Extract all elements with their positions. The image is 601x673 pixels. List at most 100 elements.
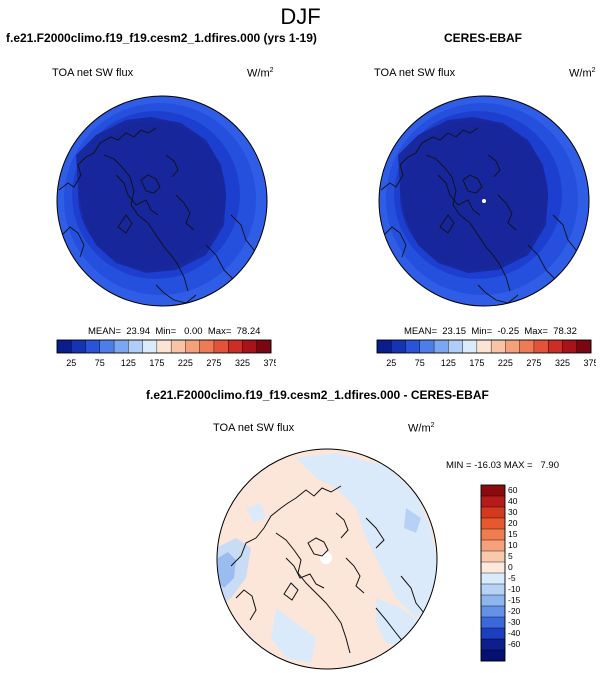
panel-2-units: W/m2 [569, 67, 596, 80]
colorbar-cell [185, 339, 201, 354]
colorbar-tick-label: 125 [441, 358, 456, 368]
panel-3-units: W/m2 [408, 422, 435, 435]
missing-data-pole [482, 199, 486, 203]
colorbar-cell [199, 339, 215, 354]
figure-title: DJF [280, 4, 321, 29]
colorbar-frame [56, 339, 272, 354]
colorbar-cell [547, 339, 563, 354]
colorbar-cell [242, 339, 258, 354]
colorbar-cell [476, 339, 492, 354]
colorbar-tick-label: 20 [508, 518, 518, 528]
colorbar-cell [480, 638, 506, 651]
colorbar-cell [71, 339, 87, 354]
colorbar-tick-label: 0 [508, 562, 513, 572]
colorbar-cell [480, 495, 506, 508]
colorbar-cell [128, 339, 144, 354]
colorbar-tick-label: 40 [508, 496, 518, 506]
colorbar-tick-label: 275 [206, 358, 221, 368]
colorbar-cell [480, 649, 506, 662]
colorbar-cell [142, 339, 158, 354]
colorbar-cell [480, 484, 506, 497]
panel-1-title: f.e21.F2000climo.f19_f19.cesm2_1.dfires.… [6, 31, 317, 45]
colorbar-tick-label: 5 [508, 551, 513, 561]
panel-1-variable: TOA net SW flux [52, 67, 134, 79]
colorbar-tick-label: 125 [121, 358, 136, 368]
colorbar-cell [462, 339, 478, 354]
map-fill-negative-area [296, 453, 437, 618]
colorbar-tick-label: 75 [95, 358, 105, 368]
panel-1-stats: MEAN= 23.94 Min= 0.00 Max= 78.24 [88, 326, 261, 337]
colorbar-tick-label: 175 [469, 358, 484, 368]
colorbar-tick-label: 25 [66, 358, 76, 368]
colorbar-cell [156, 339, 172, 354]
colorbar-tick-label: 75 [415, 358, 425, 368]
colorbar-cell [576, 339, 592, 354]
panel-3-stats: MIN = -16.03 MAX = 7.90 [446, 460, 559, 471]
panel-2-title: CERES-EBAF [444, 31, 523, 45]
colorbar-frame [376, 339, 592, 354]
colorbar-tick-label: 225 [178, 358, 193, 368]
colorbar-tick-label: 275 [526, 358, 541, 368]
colorbar-tick-label: 375 [583, 358, 596, 368]
colorbar-tick-label: -40 [508, 628, 521, 638]
panel-1-colorbar: 25 75 125 175 225 275 325 375 [56, 339, 276, 368]
colorbar-tick-label: -60 [508, 639, 521, 649]
colorbar-cell [433, 339, 449, 354]
colorbar-cell [256, 339, 272, 354]
colorbar-tick-label: 30 [508, 507, 518, 517]
panel-2-colorbar: 25 75 125 175 225 275 325 375 [376, 339, 596, 368]
missing-data-pole [320, 552, 332, 564]
colorbar-cell [480, 517, 506, 530]
colorbar-tick-label: -15 [508, 595, 521, 605]
colorbar-cell [480, 561, 506, 574]
colorbar-cell [391, 339, 407, 354]
colorbar-cell [490, 339, 506, 354]
colorbar-cell [99, 339, 115, 354]
colorbar-cell [480, 616, 506, 629]
colorbar-cell [113, 339, 129, 354]
colorbar-tick-label: -10 [508, 584, 521, 594]
colorbar-cell [562, 339, 578, 354]
colorbar-cell [480, 583, 506, 596]
colorbar-tick-label: 225 [498, 358, 513, 368]
colorbar-cell [480, 550, 506, 563]
colorbar-cell [519, 339, 535, 354]
colorbar-cell [480, 506, 506, 519]
colorbar-cell [480, 605, 506, 618]
colorbar-cell [56, 339, 72, 354]
colorbar-cell [480, 627, 506, 640]
colorbar-tick-label: 15 [508, 529, 518, 539]
panel-2-stats: MEAN= 23.15 Min= -0.25 Max= 78.32 [404, 326, 577, 337]
colorbar-cell [405, 339, 421, 354]
colorbar-cell [213, 339, 229, 354]
colorbar-tick-label: 10 [508, 540, 518, 550]
colorbar-cell [480, 572, 506, 585]
colorbar-cell [419, 339, 435, 354]
colorbar-tick-label: 175 [149, 358, 164, 368]
colorbar-tick-label: -5 [508, 573, 516, 583]
panel-3-variable: TOA net SW flux [213, 422, 295, 434]
colorbar-tick-label: 60 [508, 485, 518, 495]
colorbar-cell [170, 339, 186, 354]
colorbar-tick-label: 325 [555, 358, 570, 368]
colorbar-cell [480, 528, 506, 541]
panel-3-title: f.e21.F2000climo.f19_f19.cesm2_1.dfires.… [146, 388, 489, 402]
colorbar-tick-label: 325 [235, 358, 250, 368]
colorbar-frame [480, 484, 506, 662]
colorbar-cell [85, 339, 101, 354]
panel-3-polar-map [216, 448, 438, 670]
colorbar-tick-label: 375 [263, 358, 276, 368]
colorbar-tick-label: -30 [508, 617, 521, 627]
colorbar-cell [505, 339, 521, 354]
colorbar-cell [227, 339, 243, 354]
colorbar-cell [376, 339, 392, 354]
panel-1-polar-map [56, 95, 268, 307]
panel-2-variable: TOA net SW flux [374, 67, 456, 79]
colorbar-tick-label: -20 [508, 606, 521, 616]
colorbar-cell [480, 539, 506, 552]
colorbar-cell [533, 339, 549, 354]
panel-1-units: W/m2 [247, 67, 274, 80]
panel-2-polar-map [378, 95, 590, 307]
colorbar-cell [480, 594, 506, 607]
colorbar-tick-label: 25 [386, 358, 396, 368]
